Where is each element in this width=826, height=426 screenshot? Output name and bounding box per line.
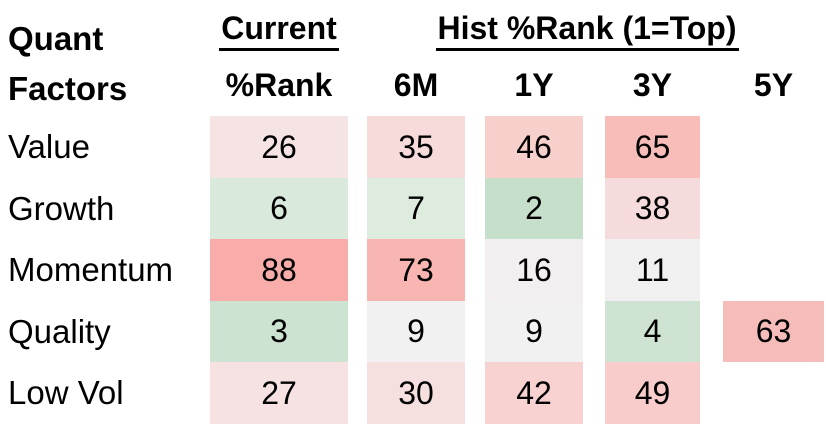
heatmap-cell: 65: [605, 116, 700, 178]
column-header-1y: 1Y: [514, 66, 554, 103]
group-header-hist-rank: Hist %Rank (1=Top): [367, 10, 807, 51]
column-header-3y: 3Y: [632, 66, 673, 103]
column-header-6m: 6M: [393, 66, 439, 103]
row-label-momentum: Momentum: [8, 251, 174, 288]
group-header-current: Current: [210, 10, 348, 51]
group-header-hist-rank-label: Hist %Rank (1=Top): [435, 10, 739, 51]
group-header-current-label: Current: [219, 10, 339, 51]
heatmap-cell: 2: [485, 178, 583, 239]
heatmap-cell: 4: [605, 301, 700, 362]
heatmap-cell: 6: [210, 178, 348, 239]
heatmap-cell: 38: [605, 178, 700, 239]
heatmap-cell: 3: [210, 301, 348, 362]
column-header-5y: 5Y: [753, 66, 794, 103]
corner-title-line2: Factors: [8, 70, 128, 107]
heatmap-cell: 7: [367, 178, 465, 239]
heatmap-cell: 88: [210, 239, 348, 301]
heatmap-cell: 46: [485, 116, 583, 178]
table-corner-title: Quant Factors: [8, 14, 127, 114]
heatmap-cell: 63: [723, 301, 824, 362]
heatmap-cell: 16: [485, 239, 583, 301]
heatmap-cell: 30: [367, 362, 465, 424]
heatmap-cell: 11: [605, 239, 700, 301]
corner-title-line1: Quant: [8, 20, 104, 57]
row-label-quality: Quality: [8, 312, 111, 350]
column-header-rank: %Rank: [225, 66, 333, 103]
heatmap-cell: 35: [367, 116, 465, 178]
row-label-value: Value: [8, 128, 90, 165]
row-label-lowvol: Low Vol: [8, 374, 124, 411]
heatmap-cell: 49: [605, 362, 700, 424]
row-label-growth: Growth: [8, 189, 115, 227]
heatmap-cell: 9: [485, 301, 583, 362]
heatmap-cell: 9: [367, 301, 465, 362]
heatmap-cell: 73: [367, 239, 465, 301]
heatmap-cell: 42: [485, 362, 583, 424]
heatmap-cell: 27: [210, 362, 348, 424]
heatmap-cell: 26: [210, 116, 348, 178]
